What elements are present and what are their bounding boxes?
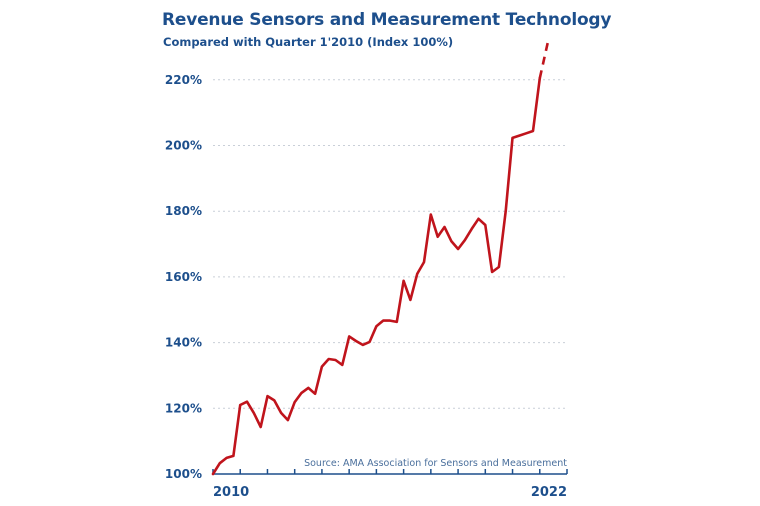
x-axis: 2010 2022: [212, 469, 568, 500]
y-tick-label: 100%: [165, 467, 202, 481]
y-tick-label: 140%: [165, 336, 202, 350]
x-tick-label: 2022: [531, 485, 567, 500]
gridlines: [213, 79, 567, 409]
x-tick-label: 2010: [213, 485, 249, 500]
source-note: Source: AMA Association for Sensors and …: [304, 458, 567, 469]
series-lines: [211, 41, 550, 476]
y-axis-tick-labels: 100% 120% 140% 160% 180% 200% 220%: [165, 73, 202, 481]
y-tick-label: 220%: [165, 73, 202, 87]
chart-subtitle: Compared with Quarter 1'2010 (Index 100%…: [163, 35, 454, 49]
projection-line: [538, 41, 550, 79]
chart-title: Revenue Sensors and Measurement Technolo…: [162, 10, 612, 30]
y-tick-label: 180%: [165, 204, 202, 218]
y-tick-label: 120%: [165, 401, 202, 415]
y-tick-label: 200%: [165, 139, 202, 153]
y-tick-label: 160%: [165, 270, 202, 284]
revenue-line: [211, 76, 542, 476]
